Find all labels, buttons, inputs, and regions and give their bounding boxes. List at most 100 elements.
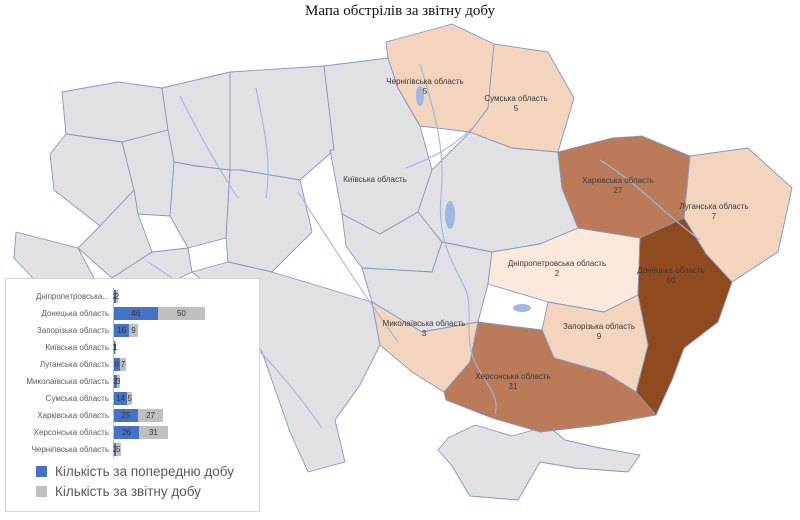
river-path	[297, 191, 399, 343]
chart-bar-area: 14 5	[113, 390, 255, 407]
chart-bar-area: 11	[112, 339, 255, 356]
bar-reporting-day: 27	[137, 409, 164, 422]
region-shape-volyn	[61, 81, 169, 143]
bar-previous-day: 3	[113, 375, 118, 388]
region-sumy	[469, 43, 575, 153]
bar-value-label: 27	[146, 410, 156, 420]
chart-row: Харківська область 25 27	[12, 407, 255, 424]
bar-previous-day: 16	[114, 324, 130, 337]
legend-swatch-blue	[36, 466, 47, 477]
bar-previous-day: 46	[114, 307, 158, 320]
chart-category-label: Сумська область	[45, 394, 109, 403]
map-title: Мапа обстрілів за звітну добу	[305, 3, 495, 19]
chart-category-label: Чернігівська область	[31, 445, 109, 454]
bar-value-label: 5	[116, 444, 121, 454]
legend-item-previous-day: Кількість за попередню добу	[36, 464, 234, 479]
chart-row: Чернігівська область 25	[12, 441, 255, 458]
region-label-kharkiv: Харківська область 27	[582, 176, 654, 195]
bar-previous-day: 26	[114, 426, 139, 439]
bar-reporting-day: 5	[115, 443, 121, 456]
chart-bar-area: 26 31	[113, 424, 255, 441]
chart-row: Донецька область 46 50	[12, 305, 255, 322]
chart-bar-area: 25	[113, 441, 255, 458]
bar-value-label: 2	[114, 291, 120, 301]
chart-category-label: Запорізька область	[36, 326, 109, 335]
bar-previous-day: 25	[114, 409, 138, 422]
river-path	[419, 63, 497, 415]
bar-previous-day: 2	[113, 290, 117, 303]
river-path	[179, 95, 239, 199]
bar-chart-panel: Дніпропетровська...22Донецька область465…	[5, 278, 260, 512]
bar-reporting-day: 1	[113, 341, 118, 354]
river-path	[255, 87, 269, 199]
bar-value-label: 1	[112, 343, 116, 352]
bar-value-label: 46	[131, 308, 141, 318]
legend-label-reporting-day: Кількість за звітну добу	[55, 484, 201, 499]
bar-reporting-day: 50	[157, 307, 206, 320]
region-kharkiv	[557, 135, 691, 239]
chart-row: Миколаївська область 3 3	[12, 373, 255, 390]
bar-reporting-day: 5	[127, 392, 133, 405]
bar-reporting-day: 7	[119, 358, 127, 371]
chart-legend: Кількість за попередню добу Кількість за…	[36, 459, 234, 499]
region-kherson	[443, 321, 657, 433]
region-label-luhansk: Луганська область 7	[679, 202, 748, 221]
chart-row: Луганська область 6 7	[12, 356, 255, 373]
bar-reporting-day: 2	[114, 290, 120, 303]
region-label-kherson: Херсонська область 31	[475, 372, 550, 391]
region-shape-rivne	[161, 71, 241, 171]
chart-category-label: Миколаївська область	[26, 377, 109, 386]
bar-value-label: 1	[113, 342, 118, 352]
bar-reporting-day: 9	[129, 324, 138, 337]
bar-previous-day: 6	[114, 358, 120, 371]
legend-swatch-gray	[36, 486, 47, 497]
chart-category-label: Херсонська область	[33, 428, 109, 437]
chart-row: Запорізька область 16 9	[12, 322, 255, 339]
chart-bar-area: 22	[113, 288, 255, 305]
region-label-dnipro: Дніпропетровська область 2	[508, 259, 606, 278]
bar-reporting-day: 31	[138, 426, 169, 439]
region-label-sumy: Сумська область 5	[484, 94, 547, 113]
bar-value-label: 3	[113, 376, 118, 386]
chart-category-label: Дніпропетровська...	[35, 292, 109, 301]
region-label-zaporizhzhia: Запорізька область 9	[563, 322, 635, 341]
legend-item-reporting-day: Кількість за звітну добу	[36, 484, 234, 499]
reservoir-shape	[416, 86, 424, 106]
reservoir-shape	[513, 304, 531, 312]
chart-bar-area: 25 27	[113, 407, 255, 424]
bar-value-label: 16	[117, 325, 127, 335]
bar-value-label: 14	[116, 393, 126, 403]
bar-reporting-day: 3	[116, 375, 121, 388]
bar-chart: Дніпропетровська...22Донецька область465…	[12, 288, 255, 458]
region-label-mykolaiv: Миколаївська область 3	[383, 319, 466, 338]
chart-category-label: Харківська область	[37, 411, 109, 420]
chart-bar-area: 16 9	[113, 322, 255, 339]
chart-row: Херсонська область 26 31	[12, 424, 255, 441]
bar-value-label: 2	[113, 292, 117, 301]
bar-value-label: 5	[127, 393, 132, 403]
chart-category-label: Донецька область	[41, 309, 109, 318]
region-shape-khmelnytskyi	[169, 161, 231, 249]
region-shape-zhytomyr	[229, 65, 335, 181]
region-shape-crimea	[437, 424, 641, 501]
bar-value-label: 6	[114, 359, 120, 369]
chart-category-label: Луганська область	[39, 360, 109, 369]
river-path	[405, 127, 473, 169]
bar-value-label: 31	[148, 427, 158, 437]
legend-label-previous-day: Кількість за попередню добу	[55, 464, 234, 479]
chart-bar-area: 46 50	[113, 305, 255, 322]
region-shape-vinnytsia	[225, 169, 313, 273]
chart-row: Сумська область 14 5	[12, 390, 255, 407]
bar-previous-day: 1	[112, 341, 117, 354]
bar-value-label: 7	[120, 359, 126, 369]
region-label-donetsk: Донецька область 50	[637, 266, 705, 285]
reservoir-shape	[445, 201, 455, 229]
bar-value-label: 50	[176, 308, 186, 318]
bar-value-label: 3	[116, 376, 121, 386]
chart-row: Дніпропетровська... 22	[12, 288, 255, 305]
bar-previous-day: 2	[113, 443, 117, 456]
